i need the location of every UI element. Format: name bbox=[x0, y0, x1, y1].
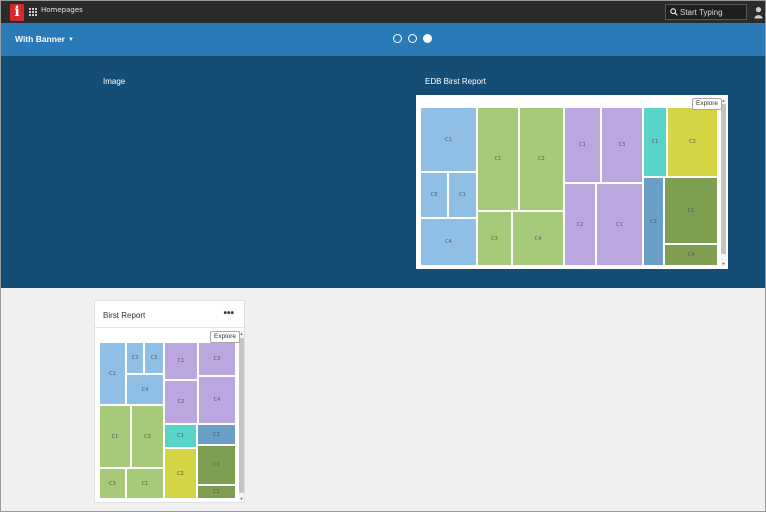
scroll-up-arrow[interactable]: ▲ bbox=[239, 331, 244, 336]
carousel-dots bbox=[393, 34, 432, 43]
bottom-treemap-tile-c3[interactable]: C3 bbox=[144, 342, 164, 374]
page-select-label: With Banner bbox=[15, 34, 65, 44]
bottom-treemap-tile-c1[interactable]: C1 bbox=[99, 405, 131, 468]
search-icon bbox=[670, 8, 678, 16]
top-treemap-tile-c3[interactable]: C3 bbox=[420, 172, 448, 218]
search-input[interactable] bbox=[680, 6, 744, 18]
explore-button[interactable]: Explore bbox=[692, 98, 723, 110]
bottom-treemap-tile-c1[interactable]: C1 bbox=[164, 342, 198, 380]
edb-report-label: EDB Birst Report bbox=[425, 77, 486, 86]
scroll-up-arrow[interactable]: ▲ bbox=[721, 98, 726, 103]
birst-report-card: Birst Report ••• C1 C3 C3 C4 C1 C3 C3 C1 C1 C3 C2 C… bbox=[94, 300, 245, 503]
treemap-chart[interactable]: C1 C3 C1 C4 C1 C2 C3 C4 C1 C3 C2 C1 C1 C3 C2 C1 C4 bbox=[420, 107, 720, 266]
carousel-dot-2[interactable] bbox=[408, 34, 417, 43]
bottom-treemap-tile-c3[interactable]: C3 bbox=[126, 342, 144, 374]
more-options-icon[interactable]: ••• bbox=[223, 308, 234, 319]
carousel-dot-1[interactable] bbox=[393, 34, 402, 43]
banner-header: With Banner ▼ bbox=[1, 23, 765, 56]
carousel-dot-3[interactable] bbox=[423, 34, 432, 43]
top-treemap-tile-c2[interactable]: C2 bbox=[667, 107, 718, 177]
app-grid-icon[interactable] bbox=[29, 8, 37, 16]
search-box[interactable] bbox=[665, 4, 747, 20]
top-treemap-tile-c3[interactable]: C3 bbox=[477, 211, 512, 266]
top-treemap-tile-c1[interactable]: C1 bbox=[564, 107, 601, 183]
top-treemap-tile-c1[interactable]: C1 bbox=[448, 172, 477, 218]
scroll-down-arrow[interactable]: ▼ bbox=[721, 261, 726, 266]
top-treemap-tile-c3[interactable]: C3 bbox=[601, 107, 643, 183]
bottom-treemap-tile-c1[interactable]: C1 bbox=[197, 485, 236, 499]
scroll-thumb[interactable] bbox=[239, 338, 244, 493]
bottom-treemap-tile-c4[interactable]: C4 bbox=[126, 374, 164, 405]
bottom-treemap-tile-c2[interactable]: C2 bbox=[164, 448, 197, 499]
card-header: Birst Report ••• bbox=[95, 301, 244, 328]
bottom-treemap-tile-c4[interactable]: C4 bbox=[198, 376, 236, 424]
scrollbar[interactable]: ▲ ▼ bbox=[721, 98, 726, 266]
bottom-treemap-tile-c3[interactable]: C3 bbox=[197, 424, 236, 445]
top-treemap-tile-c2[interactable]: C2 bbox=[564, 183, 596, 266]
image-widget-label: Image bbox=[103, 77, 126, 86]
top-treemap-tile-c1[interactable]: C1 bbox=[643, 107, 667, 177]
chevron-down-icon: ▼ bbox=[67, 37, 74, 43]
bottom-treemap-tile-c3[interactable]: C3 bbox=[99, 468, 126, 499]
top-bar: i Homepages bbox=[1, 1, 765, 23]
top-treemap-tile-c1[interactable]: C1 bbox=[477, 107, 519, 211]
top-treemap-tile-c1[interactable]: C1 bbox=[664, 177, 718, 244]
top-treemap-tile-c3[interactable]: C3 bbox=[643, 177, 664, 266]
treemap-chart[interactable]: C1 C3 C3 C4 C1 C3 C3 C1 C1 C3 C2 C4 C1 C3 C2 C1 C1 bbox=[99, 342, 236, 499]
card-title: Birst Report bbox=[103, 311, 146, 320]
scroll-thumb[interactable] bbox=[721, 104, 726, 254]
bottom-treemap-tile-c1[interactable]: C1 bbox=[197, 445, 236, 485]
bottom-treemap-tile-c1[interactable]: C1 bbox=[126, 468, 164, 499]
bottom-treemap-tile-c3[interactable]: C3 bbox=[198, 342, 236, 376]
bottom-treemap-tile-c1[interactable]: C1 bbox=[99, 342, 126, 405]
page-select-dropdown[interactable]: With Banner ▼ bbox=[15, 34, 74, 44]
infor-logo[interactable]: i bbox=[10, 4, 24, 21]
top-treemap-tile-c4[interactable]: C4 bbox=[512, 211, 564, 266]
top-treemap-tile-c1[interactable]: C1 bbox=[420, 107, 477, 172]
bottom-treemap-tile-c2[interactable]: C2 bbox=[164, 380, 198, 424]
scroll-down-arrow[interactable]: ▼ bbox=[239, 496, 244, 501]
bottom-treemap-tile-c3[interactable]: C3 bbox=[131, 405, 164, 468]
user-icon[interactable] bbox=[754, 6, 763, 19]
top-treemap-tile-c4[interactable]: C4 bbox=[420, 218, 477, 266]
top-treemap-tile-c2[interactable]: C2 bbox=[519, 107, 564, 211]
bottom-treemap-tile-c1[interactable]: C1 bbox=[164, 424, 197, 448]
explore-button[interactable]: Explore bbox=[210, 331, 241, 343]
top-treemap-tile-c4[interactable]: C4 bbox=[664, 244, 718, 266]
app-title: Homepages bbox=[41, 6, 83, 14]
scrollbar[interactable]: ▲ ▼ bbox=[239, 331, 244, 501]
top-treemap-tile-c1[interactable]: C1 bbox=[596, 183, 643, 266]
edb-birst-report-panel: C1 C3 C1 C4 C1 C2 C3 C4 C1 C3 C2 C1 C1 C3 C2 C1 C4 Explo… bbox=[416, 95, 728, 269]
